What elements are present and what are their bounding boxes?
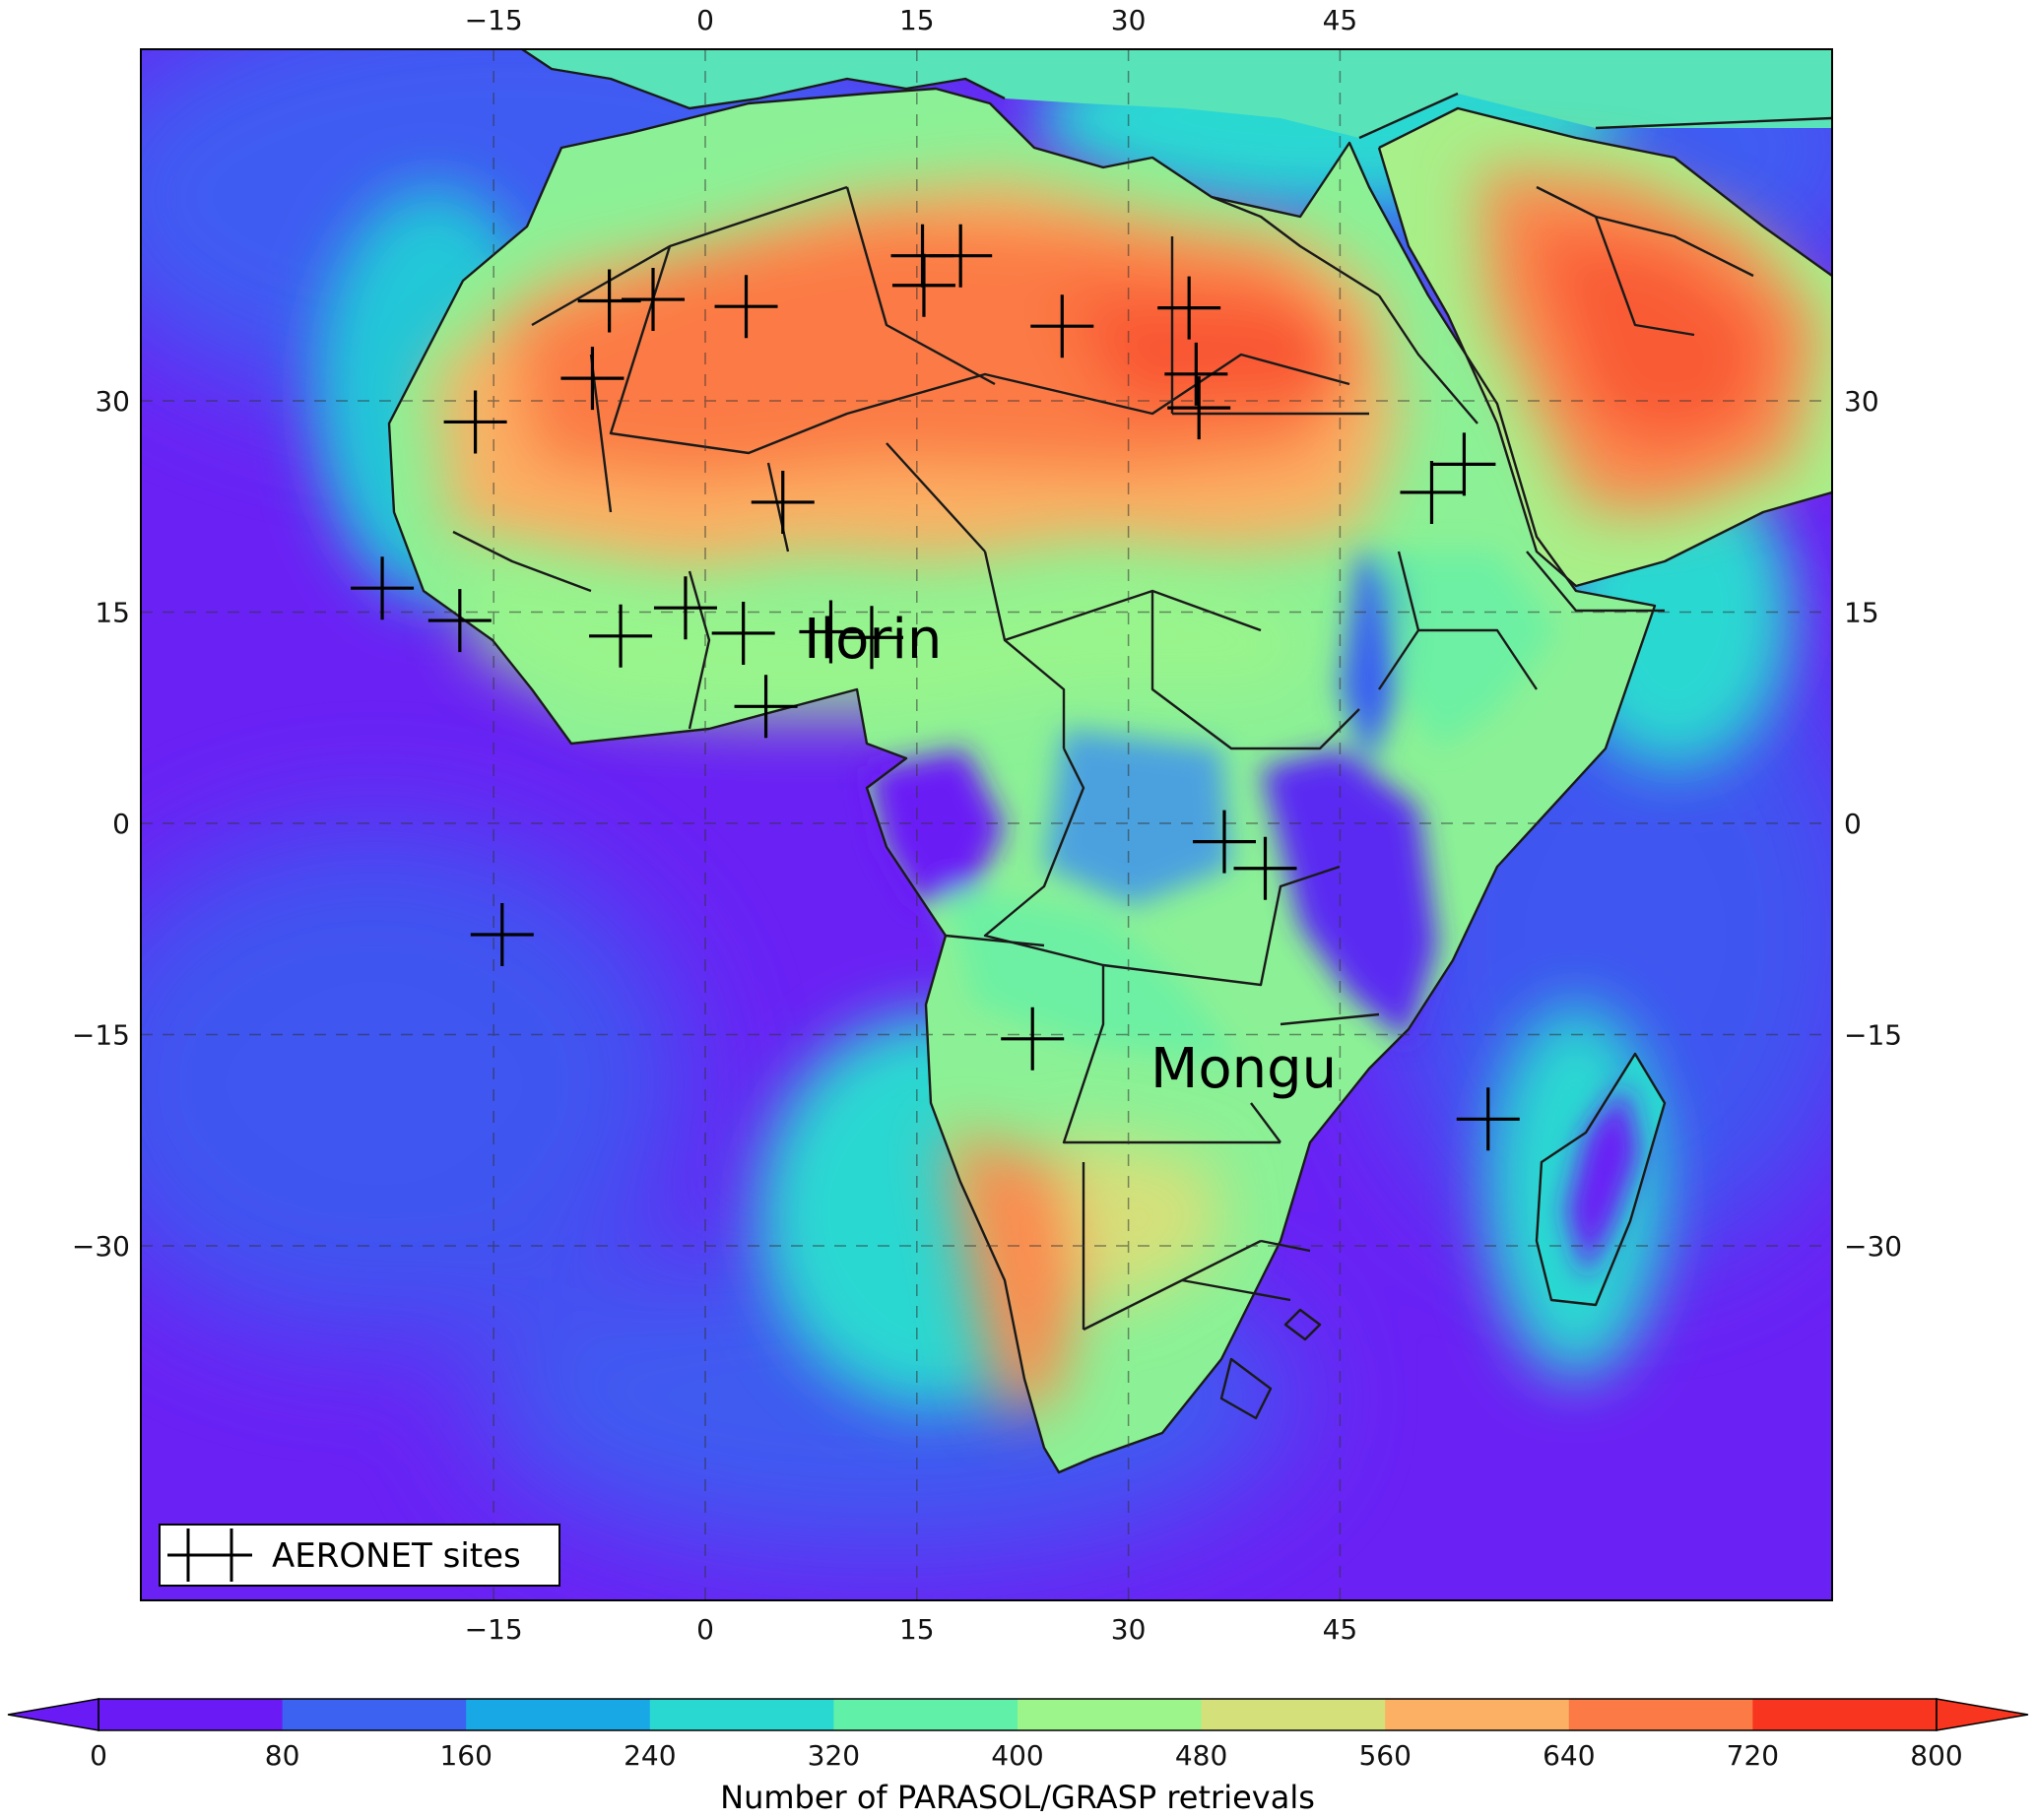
lon-tick-label-bottom: 15 <box>899 1613 935 1646</box>
aeronet-site-marker <box>891 253 955 317</box>
map-plot: Ilorin Mongu AERONET sites <box>141 49 1832 1600</box>
lat-tick-label-right: −30 <box>1844 1230 1902 1263</box>
aeronet-site-marker <box>427 589 492 653</box>
colorbar-tick-label: 720 <box>1727 1739 1779 1772</box>
aeronet-site-marker <box>839 606 903 670</box>
aeronet-site-marker <box>1192 810 1256 874</box>
desert-high-values <box>433 167 1822 1418</box>
aeronet-site-marker <box>1157 276 1221 340</box>
colorbar-segment <box>99 1699 284 1730</box>
colorbar-segment <box>466 1699 651 1730</box>
aeronet-site-marker <box>622 268 686 332</box>
low-values <box>867 552 1640 1280</box>
sahel-mid-values <box>463 552 1320 719</box>
labeled-site-marker <box>734 675 798 739</box>
right-lat-labels: 30 15 0 −15 −30 <box>1844 385 1902 1263</box>
lon-tick-label-top: 15 <box>899 4 935 36</box>
colorbar-segments <box>99 1699 1937 1730</box>
aeronet-site-marker <box>714 275 778 339</box>
aeronet-site-marker <box>799 600 863 664</box>
aeronet-site-marker <box>1164 342 1228 406</box>
lat-tick-label-right: 0 <box>1844 808 1862 840</box>
lon-tick-label-bottom: 45 <box>1323 1613 1358 1646</box>
colorbar-tick-label: 0 <box>90 1739 107 1772</box>
colorbar-tick-label: 400 <box>991 1739 1043 1772</box>
lat-tick-label-right: 15 <box>1844 597 1879 629</box>
aeronet-site-marker <box>589 604 653 668</box>
aeronet-site-marker <box>1233 836 1297 900</box>
top-lon-labels: −15 0 15 30 45 <box>465 4 1358 36</box>
lat-tick-label-right: −15 <box>1844 1019 1902 1052</box>
lat-tick-label-right: 30 <box>1844 385 1879 418</box>
colorbar-segment <box>649 1699 834 1730</box>
colorbar-tick-label: 800 <box>1910 1739 1962 1772</box>
lon-tick-label-bottom: −15 <box>465 1613 523 1646</box>
aeronet-site-marker <box>929 224 993 288</box>
lat-tick-label-left: −15 <box>72 1019 130 1052</box>
lon-tick-label-top: 45 <box>1323 4 1358 36</box>
lat-tick-label-left: 15 <box>95 597 130 629</box>
aeronet-site-marker <box>560 347 624 411</box>
colorbar-tick-label: 480 <box>1175 1739 1227 1772</box>
bottom-lon-labels: −15 0 15 30 45 <box>465 1613 1358 1646</box>
colorbar-extend-max <box>1936 1698 2029 1731</box>
lon-tick-label-top: −15 <box>465 4 523 36</box>
colorbar-tick-label: 160 <box>439 1739 492 1772</box>
lat-tick-label-left: 30 <box>95 385 130 418</box>
lon-tick-label-bottom: 0 <box>696 1613 714 1646</box>
lon-tick-label-top: 0 <box>696 4 714 36</box>
aeronet-site-marker <box>351 556 415 620</box>
colorbar-segment <box>833 1699 1018 1730</box>
aeronet-site-marker <box>1432 432 1496 496</box>
aeronet-site-marker <box>1400 460 1464 524</box>
colorbar-frame <box>98 1698 1937 1731</box>
aeronet-site-marker <box>1456 1087 1520 1151</box>
legend-label: AERONET sites <box>272 1536 521 1576</box>
colorbar-segment <box>1018 1699 1203 1730</box>
aeronet-site-marker <box>443 390 507 454</box>
coastlines-and-borders <box>387 49 1832 1474</box>
plot-frame <box>140 48 1833 1601</box>
labeled-site-marker <box>1001 1007 1065 1071</box>
colorbar-tick-label: 320 <box>808 1739 860 1772</box>
colorbar-extend-min <box>7 1698 99 1731</box>
colorbar: 0 80 160 240 320 400 480 560 640 720 800 Number of… <box>7 1698 2029 1816</box>
colorbar-segment <box>1568 1699 1753 1730</box>
colorbar-tick-label: 560 <box>1358 1739 1411 1772</box>
legend: AERONET sites <box>159 1524 560 1587</box>
mongu-label: Mongu <box>1150 1037 1337 1101</box>
lon-tick-label-top: 30 <box>1111 4 1147 36</box>
aeronet-site-marker <box>711 601 775 665</box>
lat-tick-label-left: −30 <box>72 1230 130 1263</box>
ilorin-label: Ilorin <box>804 608 942 672</box>
aeronet-site-marker <box>751 470 815 534</box>
colorbar-segment <box>282 1699 467 1730</box>
aeronet-site-marker <box>1167 376 1231 440</box>
colorbar-segment <box>1385 1699 1570 1730</box>
legend-marker-icon <box>167 1528 252 1582</box>
aeronet-site-marker <box>653 576 717 640</box>
europe-land <box>522 49 1832 138</box>
colorbar-tick-labels: 0 80 160 240 320 400 480 560 640 720 800 <box>90 1739 1963 1772</box>
colorbar-tick-label: 640 <box>1543 1739 1595 1772</box>
aeronet-site-markers <box>351 224 1520 1151</box>
left-lat-labels: 30 15 0 −15 −30 <box>72 385 130 1263</box>
graticule <box>141 49 1832 1600</box>
aeronet-site-marker <box>1030 294 1094 358</box>
colorbar-tick-label: 80 <box>265 1739 300 1772</box>
lat-tick-label-left: 0 <box>112 808 130 840</box>
colorbar-tick-label: 240 <box>624 1739 676 1772</box>
colorbar-segment <box>1201 1699 1386 1730</box>
lon-tick-label-bottom: 30 <box>1111 1613 1147 1646</box>
colorbar-title: Number of PARASOL/GRASP retrievals <box>720 1779 1315 1816</box>
colorbar-segment <box>1752 1699 1937 1730</box>
aeronet-site-marker <box>470 902 534 966</box>
east-africa-values <box>1369 552 1556 748</box>
